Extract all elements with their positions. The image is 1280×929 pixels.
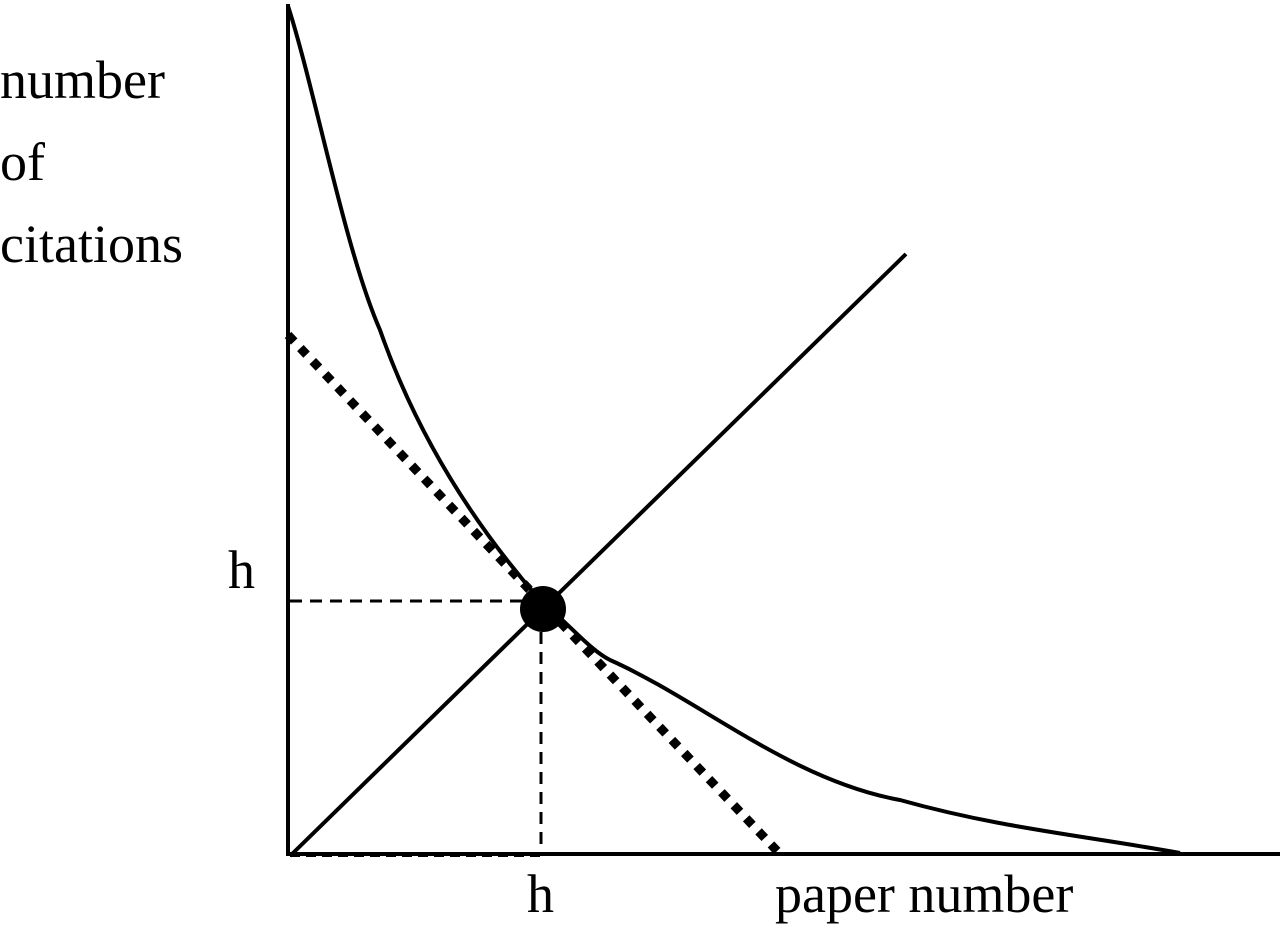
y-axis-label-line-2: of bbox=[0, 132, 45, 192]
h-label-x-axis: h bbox=[527, 864, 554, 924]
citation-curve bbox=[286, 5, 1181, 855]
diagonal-line bbox=[288, 252, 908, 858]
x-axis-label: paper number bbox=[775, 864, 1073, 924]
y-axis-label-line-1: number bbox=[0, 50, 165, 110]
h-index-point bbox=[520, 586, 566, 632]
h-label-y-axis: h bbox=[228, 540, 255, 600]
dotted-tangent-line bbox=[284, 331, 784, 858]
y-axis-label-line-3: citations bbox=[0, 214, 183, 274]
